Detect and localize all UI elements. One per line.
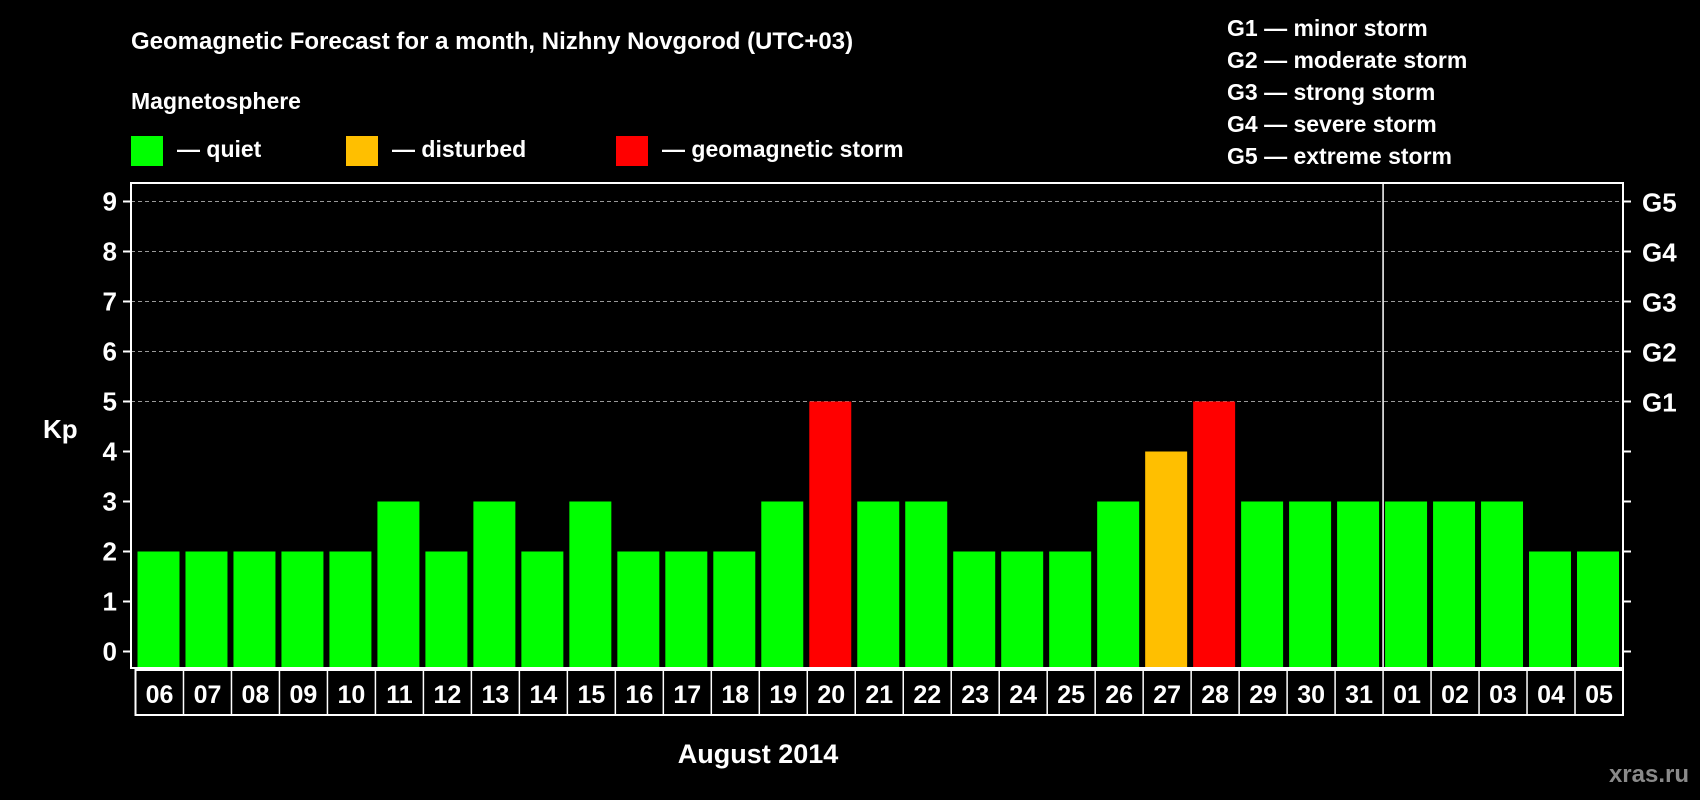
g-scale-label: G2 [1642,338,1677,368]
bar-21 [857,501,900,668]
bar-28 [1193,401,1236,668]
bar-11 [377,501,420,668]
bar-09 [281,551,324,668]
x-tick-label: 19 [769,681,797,709]
bar-23 [953,551,996,668]
bar-02 [1433,501,1476,668]
y-tick-label: 8 [103,237,117,267]
y-tick-label: 9 [103,187,117,217]
x-tick-label: 18 [721,681,749,709]
y-tick-label: 5 [103,387,117,417]
bar-03 [1481,501,1524,668]
x-tick-label: 23 [961,681,989,709]
x-tick-label: 20 [817,681,845,709]
bar-01 [1385,501,1428,668]
legend-swatch [131,136,163,166]
x-tick-label: 14 [529,681,557,709]
storm-scale-item: G3 — strong storm [1227,79,1435,105]
x-tick-label: 07 [194,681,222,709]
legend-swatch [616,136,648,166]
storm-scale-item: G1 — minor storm [1227,15,1428,41]
x-tick-label: 01 [1393,681,1421,709]
y-tick-label: 3 [103,487,117,517]
y-tick-label: 6 [103,337,117,367]
bar-20 [809,401,852,668]
bar-15 [569,501,612,668]
bar-17 [665,551,708,668]
x-tick-label: 29 [1249,681,1277,709]
bar-08 [233,551,276,668]
x-tick-label: 26 [1105,681,1133,709]
storm-scale-item: G5 — extreme storm [1227,143,1452,169]
bar-14 [521,551,564,668]
bar-06 [137,551,180,668]
x-tick-label: 17 [673,681,701,709]
x-tick-label: 11 [386,681,413,709]
bar-25 [1049,551,1092,668]
x-tick-label: 21 [865,681,893,709]
legend-label: — geomagnetic storm [662,136,904,162]
storm-scale-item: G2 — moderate storm [1227,47,1467,73]
g-scale-label: G1 [1642,388,1677,418]
legend-label: — disturbed [392,136,526,162]
x-tick-label: 30 [1297,681,1325,709]
bar-04 [1529,551,1572,668]
x-tick-label: 06 [146,681,174,709]
bar-22 [905,501,948,668]
y-tick-label: 1 [103,587,117,617]
x-tick-label: 16 [625,681,653,709]
x-tick-label: 31 [1345,681,1373,709]
bar-07 [185,551,228,668]
x-tick-label: 03 [1489,681,1517,709]
x-tick-label: 28 [1201,681,1229,709]
bar-29 [1241,501,1284,668]
legend-title: Magnetosphere [131,88,301,114]
x-tick-label: 13 [481,681,509,709]
y-tick-label: 4 [103,437,118,467]
bar-27 [1145,451,1188,668]
bar-05 [1577,551,1619,668]
bar-13 [473,501,516,668]
bar-26 [1097,501,1140,668]
y-tick-label: 2 [103,537,117,567]
bar-30 [1289,501,1332,668]
x-tick-label: 05 [1585,681,1613,709]
legend-swatch [346,136,378,166]
legend-label: — quiet [177,136,262,162]
day-label-row [134,669,1624,716]
bar-18 [713,551,756,668]
y-axis-label: Kp [43,414,78,444]
x-tick-label: 22 [913,681,941,709]
y-tick-label: 0 [103,637,117,667]
x-tick-label: 25 [1057,681,1085,709]
x-tick-label: 15 [577,681,605,709]
y-tick-label: 7 [103,287,117,317]
x-tick-label: 09 [290,681,318,709]
bar-24 [1001,551,1044,668]
x-tick-label: 24 [1009,681,1037,709]
x-tick-label: 10 [338,681,366,709]
x-tick-label: 27 [1153,681,1181,709]
watermark: xras.ru [1609,761,1689,788]
x-tick-label: 02 [1441,681,1469,709]
g-scale-label: G3 [1642,288,1677,318]
x-tick-label: 12 [433,681,461,709]
bar-31 [1337,501,1380,668]
legend: — quiet — disturbed — geomagnetic storm [131,136,904,166]
x-tick-label: 04 [1537,681,1565,709]
x-axis-label: August 2014 [678,739,839,769]
bar-12 [425,551,468,668]
bar-16 [617,551,660,668]
bar-10 [329,551,372,668]
bar-19 [761,501,804,668]
chart-title: Geomagnetic Forecast for a month, Nizhny… [131,28,853,55]
storm-scale-legend: G1 — minor storm G2 — moderate storm G3 — … [1227,15,1467,169]
storm-scale-item: G4 — severe storm [1227,111,1437,137]
x-tick-label: 08 [242,681,270,709]
g-scale-label: G4 [1642,238,1677,268]
plot-frame [130,182,1624,669]
g-scale-label: G5 [1642,188,1677,218]
